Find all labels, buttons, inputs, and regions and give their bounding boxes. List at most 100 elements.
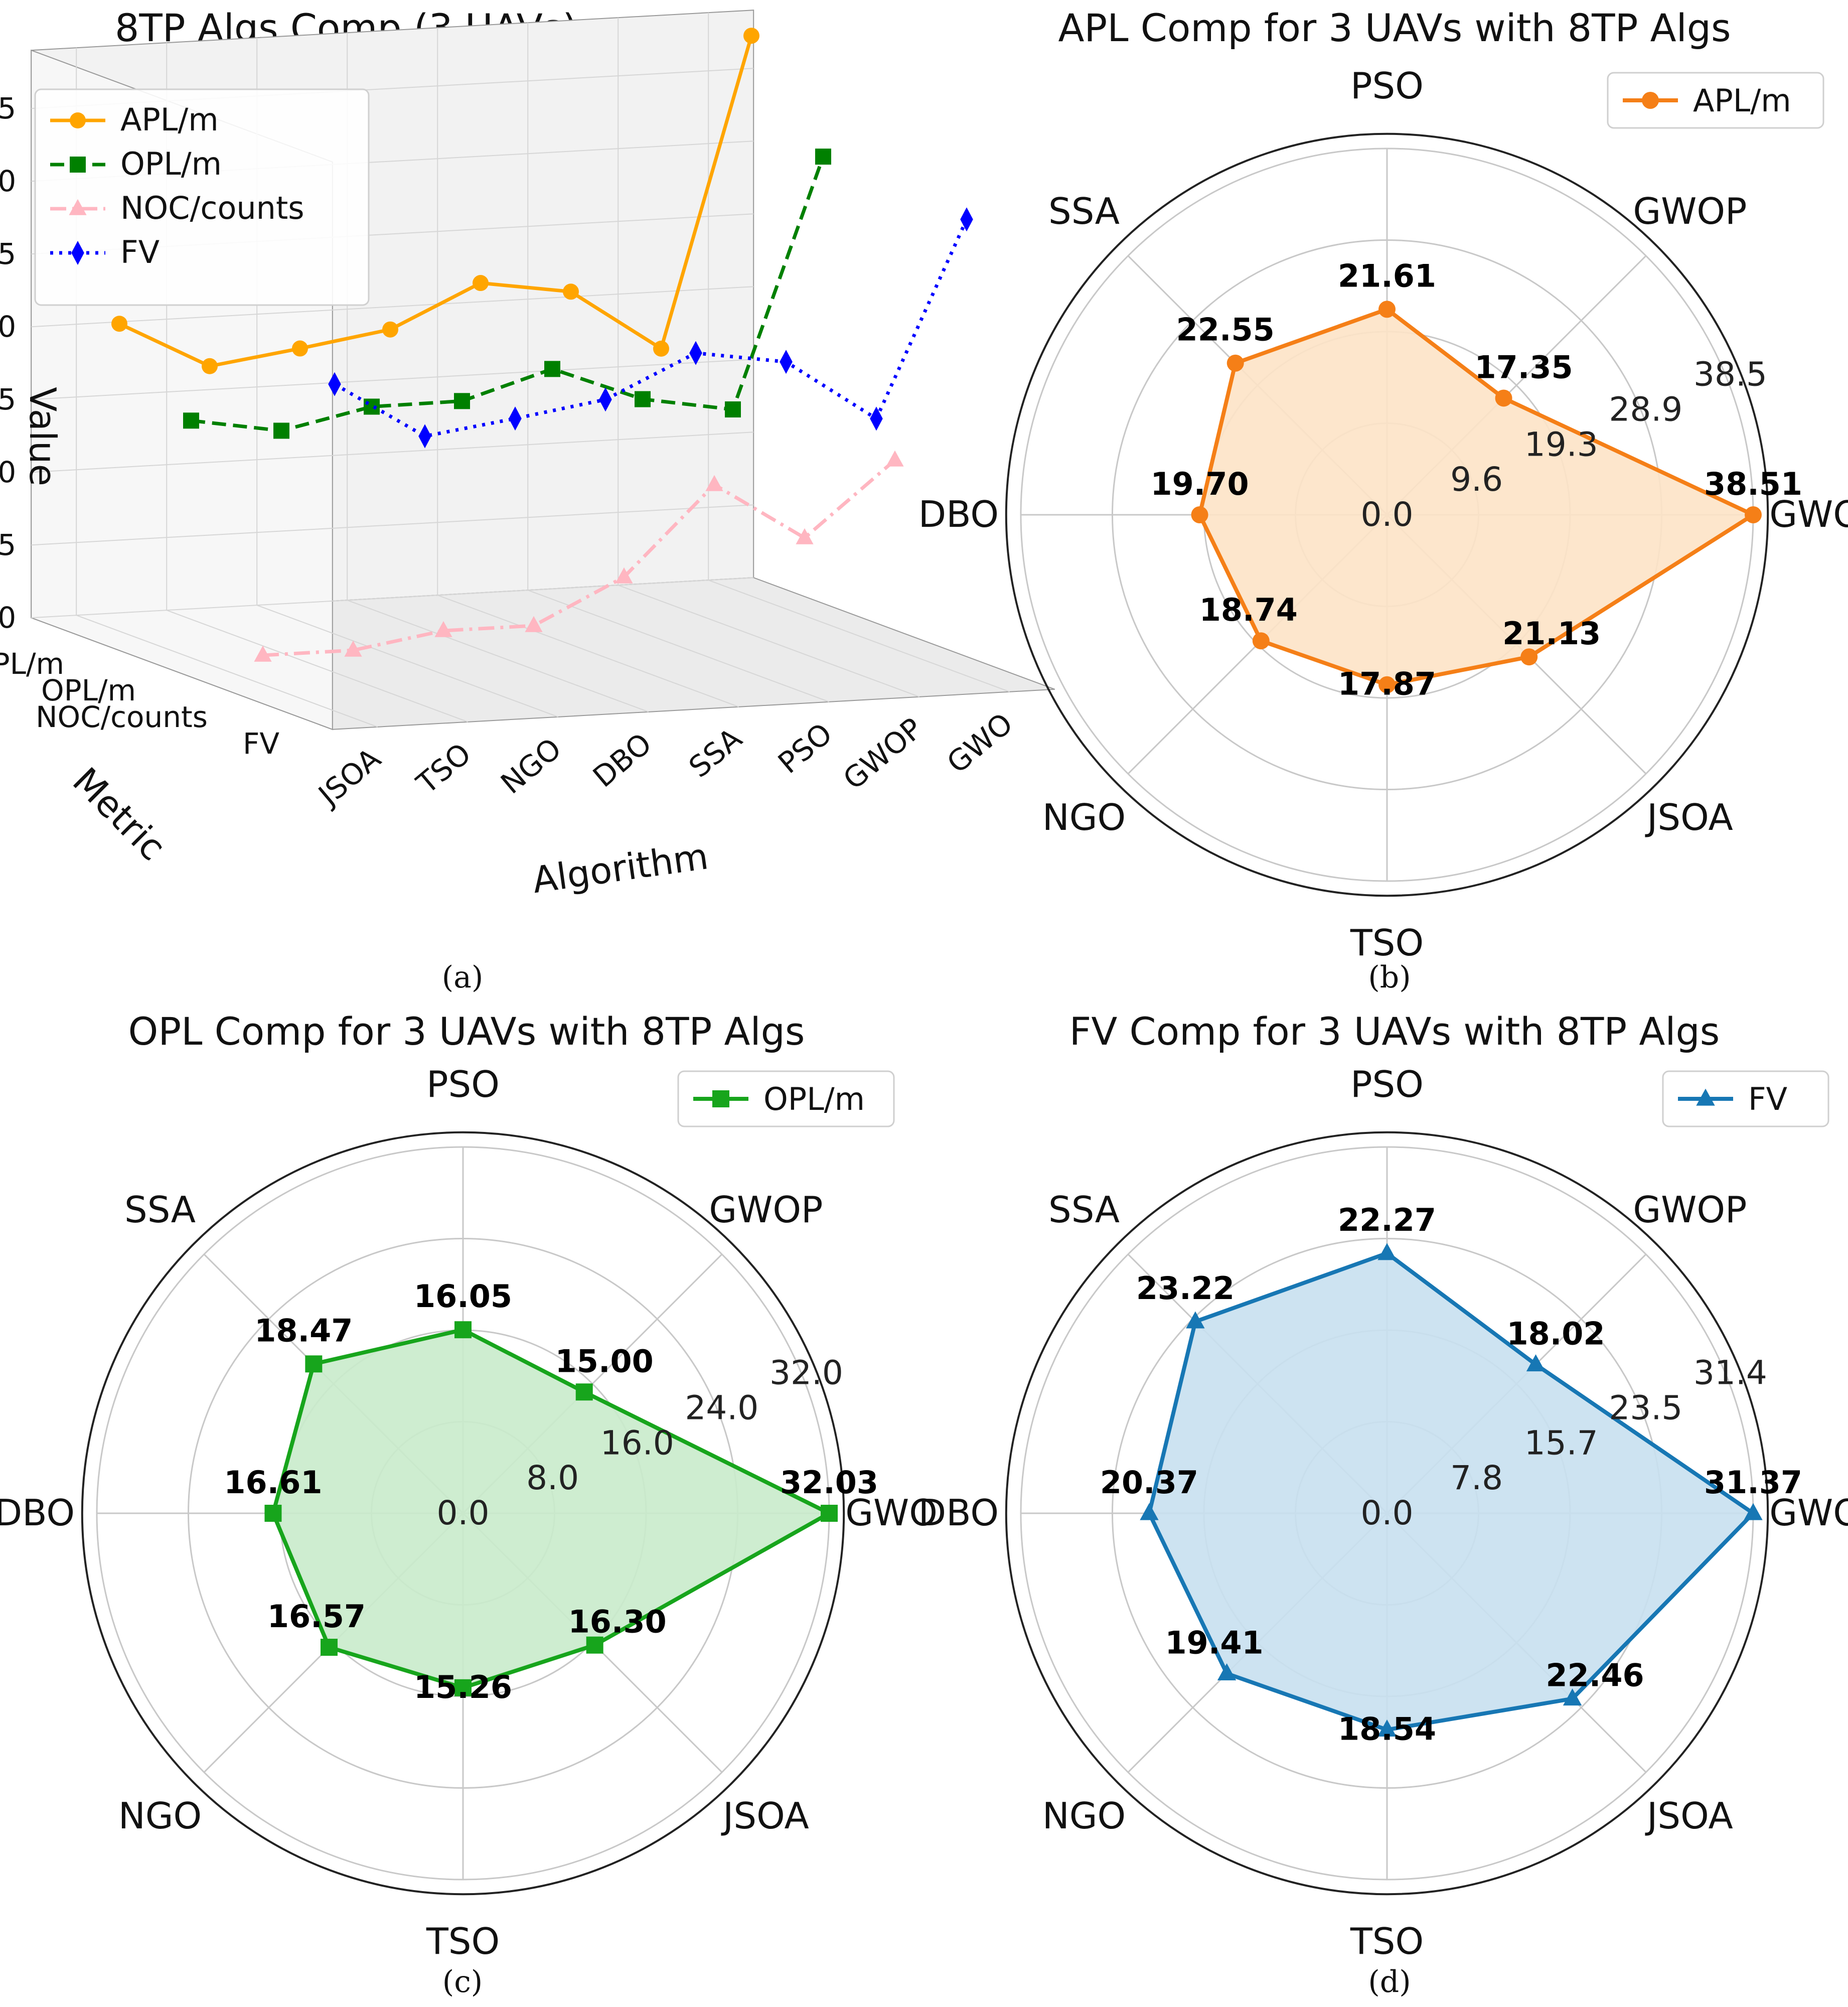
radar-category-label: SSA <box>124 1189 196 1231</box>
legend-label: APL/m <box>1693 82 1791 119</box>
grid-line <box>256 605 559 718</box>
series-point <box>689 341 702 365</box>
algorithm-tick-label: PSO <box>772 716 839 780</box>
radar-value-label: 15.00 <box>555 1343 654 1379</box>
radar-point <box>1744 1503 1763 1520</box>
radar-point <box>586 1636 603 1654</box>
series-point <box>202 358 218 374</box>
series-point <box>454 393 470 409</box>
radar-point <box>1186 1311 1205 1329</box>
radar-point <box>1495 389 1512 407</box>
grid-line <box>166 610 469 723</box>
radar-r-tick: 38.5 <box>1693 355 1767 394</box>
radar-point <box>1377 1719 1397 1737</box>
series-point <box>473 275 489 292</box>
radar-r-tick: 8.0 <box>526 1459 579 1497</box>
grid-line <box>708 580 1010 692</box>
radar-value-label: 15.26 <box>414 1669 512 1705</box>
series-point <box>328 372 341 396</box>
radar-point <box>305 1355 323 1373</box>
caption-c: (c) <box>442 1964 483 1999</box>
radar-category-label: JSOA <box>1645 796 1733 838</box>
radar-point <box>1217 1663 1237 1680</box>
radar-area <box>273 1330 830 1688</box>
radar-value-label: 19.70 <box>1151 466 1249 502</box>
panel-d-radar-chart: FV Comp for 3 UAVs with 8TP Algs 0.0 7.8 1… <box>918 1009 1848 1962</box>
series-point <box>796 528 814 544</box>
series-line <box>262 459 896 657</box>
series-point <box>615 567 633 584</box>
radar-value-label: 18.02 <box>1506 1315 1605 1352</box>
radar-value-label: 22.27 <box>1338 1202 1436 1238</box>
legend-box <box>1662 1070 1829 1127</box>
series-point <box>599 387 612 412</box>
legend-marker <box>70 112 86 128</box>
legend-marker <box>712 1090 729 1107</box>
radar-category-label: GWO <box>1769 493 1848 535</box>
radar-point <box>1563 1688 1582 1706</box>
radar-r-tick: 0.0 <box>437 1494 490 1532</box>
radar-category-label: TSO <box>1350 1920 1424 1962</box>
radar-category-label: NGO <box>118 1795 202 1837</box>
radar-value-label: 22.55 <box>1176 312 1275 348</box>
radar-point <box>821 1505 838 1522</box>
chart-d-plot: 0.0 7.8 15.7 23.5 31.4 GWO GWOP PSO SSA DBO NGO TSO… <box>918 1063 1848 1962</box>
radar-point <box>454 1679 472 1696</box>
radar-point <box>1252 632 1270 650</box>
series-point <box>635 391 651 407</box>
radar-value-label: 32.03 <box>780 1464 878 1501</box>
radar-r-tick: 19.3 <box>1524 425 1598 464</box>
radar-r-tick: 0.0 <box>1361 1494 1414 1532</box>
legend-marker <box>69 199 87 215</box>
legend-marker <box>1642 92 1659 109</box>
radar-value-label: 19.41 <box>1165 1624 1264 1661</box>
radar-value-label: 31.37 <box>1704 1464 1802 1501</box>
radar-r-tick: 15.7 <box>1524 1423 1598 1462</box>
radar-point <box>1378 301 1396 318</box>
radar-area <box>1199 309 1753 685</box>
series-point <box>418 424 431 449</box>
algorithm-tick-label: TSO <box>410 736 478 801</box>
radar-value-label: 16.05 <box>414 1278 512 1315</box>
legend-marker <box>71 241 84 265</box>
series-point <box>254 645 272 662</box>
radar-r-tick: 16.0 <box>600 1423 674 1462</box>
radar-category-label: GWOP <box>1633 1189 1747 1231</box>
series-point <box>960 207 973 232</box>
series-line <box>118 35 753 368</box>
series-point <box>780 350 793 374</box>
radar-point <box>264 1505 282 1522</box>
radar-point <box>1191 506 1208 523</box>
grid-line <box>31 577 754 619</box>
radar-category-label: PSO <box>1350 1063 1424 1105</box>
radar-category-label: TSO <box>1350 922 1424 964</box>
grid-line <box>437 595 739 707</box>
z-tick-label: 25 <box>0 237 16 271</box>
legend-label: NOC/counts <box>120 190 304 226</box>
radar-category-label: SSA <box>1048 190 1120 232</box>
radar-value-label: 20.37 <box>1100 1464 1198 1501</box>
radar-r-tick: 7.8 <box>1450 1459 1503 1497</box>
grid-line <box>31 432 754 473</box>
radar-value-label: 22.46 <box>1546 1657 1644 1694</box>
radar-category-label: DBO <box>0 1492 75 1534</box>
metric-tick-label: APL/m <box>0 647 64 681</box>
series-point <box>344 640 362 657</box>
series-point <box>563 283 579 300</box>
legend-box <box>1607 72 1824 129</box>
radar-value-label: 18.47 <box>254 1312 353 1349</box>
radar-category-label: GWOP <box>709 1189 823 1231</box>
series-line <box>334 218 969 439</box>
radar-point <box>1140 1503 1159 1520</box>
radar-point <box>575 1383 593 1401</box>
radar-value-label: 16.57 <box>267 1598 366 1635</box>
series-point <box>815 149 831 165</box>
radar-point <box>1520 648 1538 666</box>
radar-r-tick: 0.0 <box>1361 495 1414 534</box>
radar-value-label: 16.61 <box>224 1464 322 1501</box>
series-point <box>382 321 398 338</box>
radar-r-tick: 9.6 <box>1450 460 1503 499</box>
z-tick-label: 15 <box>0 382 16 416</box>
series-point <box>653 340 669 357</box>
radar-point <box>454 1321 472 1339</box>
